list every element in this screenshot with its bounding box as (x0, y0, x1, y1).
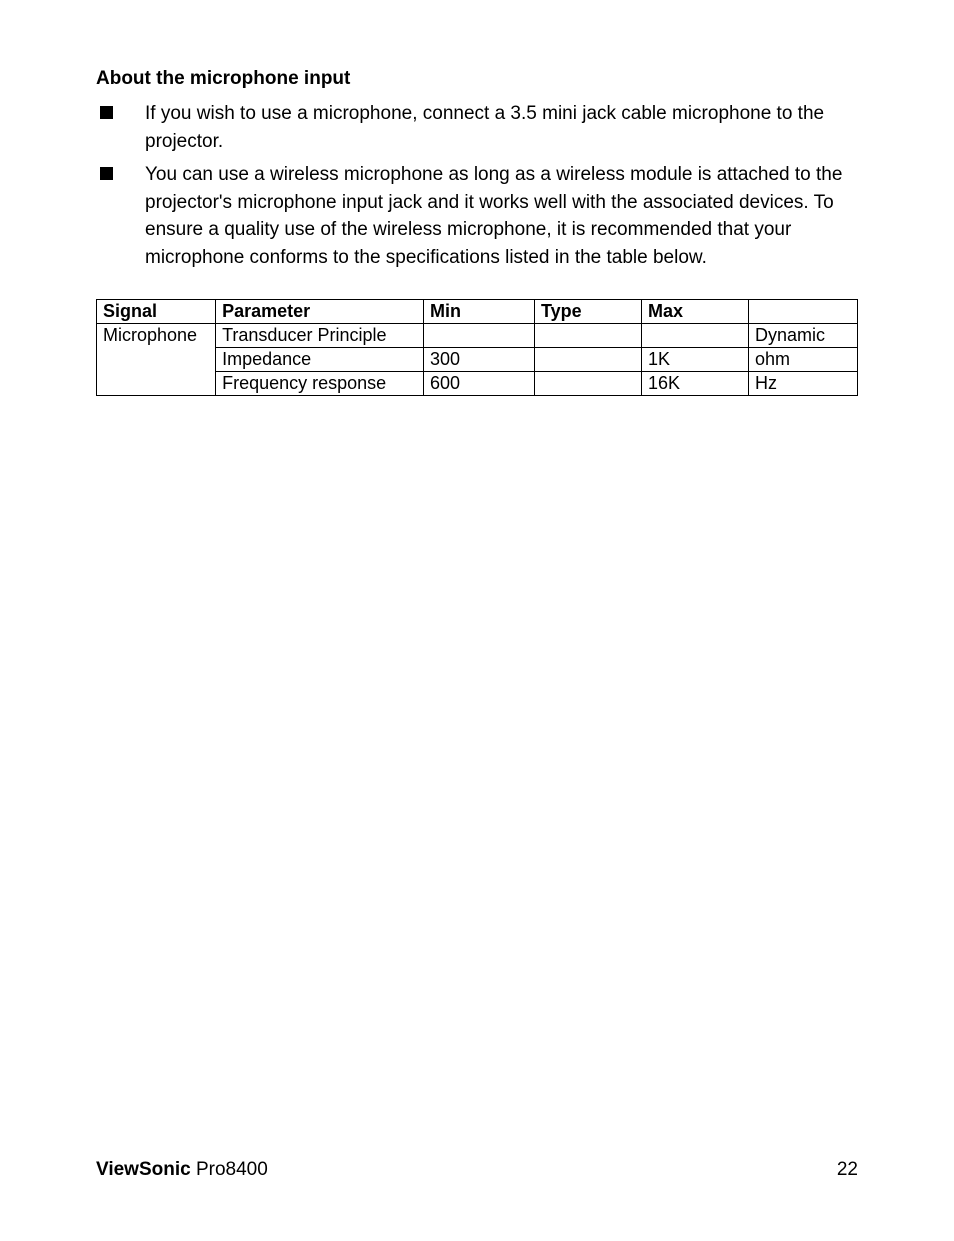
table-cell (535, 372, 642, 396)
table-cell: Transducer Principle (216, 324, 424, 348)
square-bullet-icon (100, 167, 113, 180)
list-item-text: If you wish to use a microphone, connect… (145, 100, 858, 155)
table-header-cell: Max (641, 300, 748, 324)
table-cell: 1K (641, 348, 748, 372)
table-cell: 16K (641, 372, 748, 396)
section-heading: About the microphone input (96, 68, 858, 90)
table-cell: 300 (424, 348, 535, 372)
table-cell (641, 324, 748, 348)
footer-model-text: Pro8400 (196, 1159, 268, 1180)
page-footer: ViewSonic Pro8400 22 (96, 1159, 858, 1181)
table-header-cell: Min (424, 300, 535, 324)
list-item-text: You can use a wireless microphone as lon… (145, 161, 858, 271)
table-header-cell: Type (535, 300, 642, 324)
table-header-cell (748, 300, 857, 324)
table-header-cell: Parameter (216, 300, 424, 324)
footer-brand: ViewSonic (96, 1159, 191, 1180)
table-row: Microphone Transducer Principle Dynamic (97, 324, 858, 348)
table-cell: Impedance (216, 348, 424, 372)
table-header-cell: Signal (97, 300, 216, 324)
table-cell: Dynamic (748, 324, 857, 348)
table-cell: Hz (748, 372, 857, 396)
square-bullet-icon (100, 106, 113, 119)
table-cell-signal: Microphone (97, 324, 216, 396)
bullet-list: If you wish to use a microphone, connect… (96, 100, 858, 271)
table-cell (424, 324, 535, 348)
table-cell (535, 324, 642, 348)
table-cell: 600 (424, 372, 535, 396)
footer-left: ViewSonic Pro8400 (96, 1159, 268, 1181)
specifications-table: Signal Parameter Min Type Max Microphone… (96, 299, 858, 396)
table-header-row: Signal Parameter Min Type Max (97, 300, 858, 324)
list-item: If you wish to use a microphone, connect… (96, 100, 858, 155)
table-cell: ohm (748, 348, 857, 372)
table-cell (535, 348, 642, 372)
page-number: 22 (837, 1159, 858, 1181)
list-item: You can use a wireless microphone as lon… (96, 161, 858, 271)
table-cell: Frequency response (216, 372, 424, 396)
